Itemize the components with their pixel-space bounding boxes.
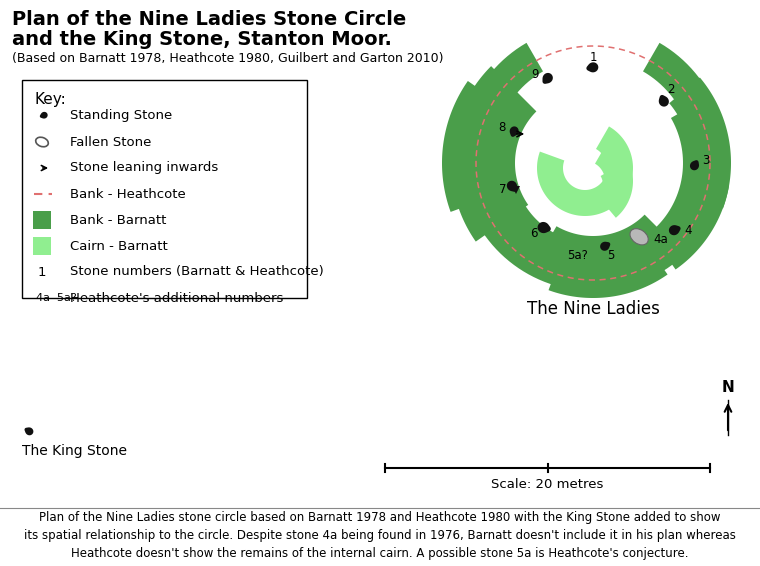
Polygon shape [500,203,559,260]
Text: 4a: 4a [653,233,668,246]
Polygon shape [537,126,633,216]
Polygon shape [466,90,720,290]
Polygon shape [24,427,33,435]
Text: 1: 1 [38,265,46,278]
Text: 5a?: 5a? [567,249,587,262]
Polygon shape [507,181,517,192]
Text: The Nine Ladies: The Nine Ladies [527,300,660,318]
Text: 5: 5 [606,249,614,262]
Text: N: N [722,380,734,395]
Text: 4a  5a?: 4a 5a? [36,293,77,303]
Polygon shape [442,81,499,212]
Text: Cairn - Barnatt: Cairn - Barnatt [70,239,168,252]
Text: The King Stone: The King Stone [22,444,127,458]
Text: Heathcote's additional numbers: Heathcote's additional numbers [70,291,283,305]
Text: Bank - Heathcote: Bank - Heathcote [70,187,185,200]
Text: Standing Stone: Standing Stone [70,109,173,122]
Polygon shape [549,242,667,298]
Polygon shape [510,126,518,137]
Polygon shape [669,225,680,235]
Polygon shape [690,160,699,170]
Text: Plan of the Nine Ladies stone circle based on Barnatt 1978 and Heathcote 1980 wi: Plan of the Nine Ladies stone circle bas… [24,512,736,560]
Polygon shape [543,73,553,84]
Ellipse shape [36,137,49,147]
Text: 1: 1 [590,50,597,63]
Text: Scale: 20 metres: Scale: 20 metres [491,478,603,491]
Text: 7: 7 [499,183,507,196]
Text: 4: 4 [685,224,692,237]
Polygon shape [587,62,598,72]
Text: Stone numbers (Barnatt & Heathcote): Stone numbers (Barnatt & Heathcote) [70,265,324,278]
Ellipse shape [630,229,648,245]
Text: Bank - Barnatt: Bank - Barnatt [70,213,166,226]
Text: 3: 3 [702,153,710,166]
Polygon shape [599,163,629,213]
Polygon shape [600,242,610,251]
Polygon shape [530,215,682,288]
Text: Key:: Key: [34,92,66,107]
Bar [33,237,51,255]
Polygon shape [595,139,633,218]
Text: 6: 6 [530,227,538,240]
Text: and the King Stone, Stanton Moor.: and the King Stone, Stanton Moor. [12,30,392,49]
Polygon shape [40,112,48,119]
Bar [33,211,51,229]
Text: Fallen Stone: Fallen Stone [70,135,151,148]
Polygon shape [654,179,729,269]
Polygon shape [537,222,551,233]
Text: Stone leaning inwards: Stone leaning inwards [70,161,218,174]
Text: (Based on Barnatt 1978, Heathcote 1980, Guilbert and Garton 2010): (Based on Barnatt 1978, Heathcote 1980, … [12,52,444,65]
Polygon shape [451,66,537,242]
Text: 2: 2 [667,83,674,96]
Text: Plan of the Nine Ladies Stone Circle: Plan of the Nine Ladies Stone Circle [12,10,407,29]
Polygon shape [670,78,731,208]
Polygon shape [460,43,726,291]
Text: 8: 8 [499,122,506,135]
Text: 9: 9 [530,68,538,82]
Polygon shape [659,95,669,106]
FancyBboxPatch shape [22,80,307,298]
